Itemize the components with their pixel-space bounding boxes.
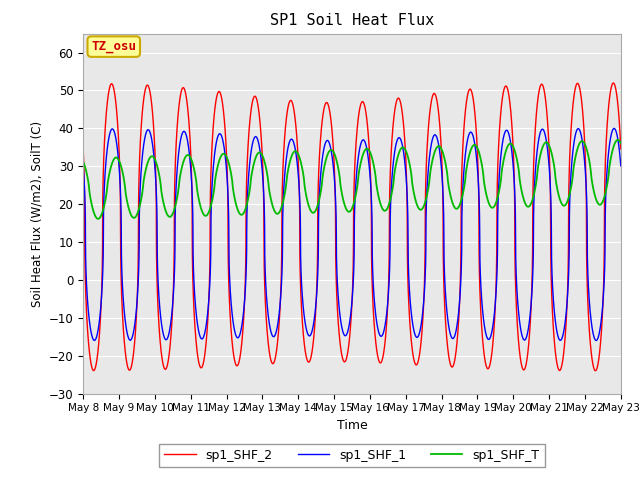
- Line: sp1_SHF_1: sp1_SHF_1: [83, 129, 621, 340]
- sp1_SHF_T: [483, 195, 491, 201]
- sp1_SHF_1: [617, 163, 625, 169]
- sp1_SHF_T: [617, 140, 625, 146]
- sp1_SHF_T: [498, 168, 506, 174]
- sp1_SHF_1: [108, 127, 115, 132]
- Line: sp1_SHF_T: sp1_SHF_T: [83, 140, 621, 219]
- Line: sp1_SHF_2: sp1_SHF_2: [83, 83, 621, 371]
- sp1_SHF_T: [94, 216, 102, 222]
- sp1_SHF_1: [483, 335, 491, 341]
- sp1_SHF_2: [591, 368, 599, 373]
- sp1_SHF_2: [483, 365, 491, 371]
- sp1_SHF_1: [422, 202, 430, 207]
- sp1_SHF_1: [610, 126, 618, 132]
- sp1_SHF_1: [519, 335, 527, 340]
- sp1_SHF_1: [511, 203, 519, 208]
- sp1_SHF_2: [609, 80, 617, 86]
- sp1_SHF_2: [519, 366, 527, 372]
- sp1_SHF_2: [79, 146, 87, 152]
- sp1_SHF_2: [108, 81, 115, 87]
- Text: TZ_osu: TZ_osu: [92, 40, 136, 53]
- sp1_SHF_1: [79, 163, 87, 169]
- sp1_SHF_T: [79, 159, 87, 165]
- sp1_SHF_2: [617, 146, 625, 152]
- sp1_SHF_T: [422, 195, 430, 201]
- sp1_SHF_T: [519, 192, 527, 198]
- sp1_SHF_T: [108, 163, 115, 168]
- sp1_SHF_2: [498, 99, 506, 105]
- Title: SP1 Soil Heat Flux: SP1 Soil Heat Flux: [270, 13, 434, 28]
- sp1_SHF_2: [422, 160, 430, 166]
- sp1_SHF_1: [592, 337, 600, 343]
- sp1_SHF_T: [614, 137, 621, 143]
- sp1_SHF_T: [511, 149, 519, 155]
- sp1_SHF_1: [498, 144, 506, 150]
- Legend: sp1_SHF_2, sp1_SHF_1, sp1_SHF_T: sp1_SHF_2, sp1_SHF_1, sp1_SHF_T: [159, 444, 545, 467]
- Y-axis label: Soil Heat Flux (W/m2), SoilT (C): Soil Heat Flux (W/m2), SoilT (C): [30, 120, 43, 307]
- X-axis label: Time: Time: [337, 419, 367, 432]
- sp1_SHF_2: [511, 267, 519, 273]
